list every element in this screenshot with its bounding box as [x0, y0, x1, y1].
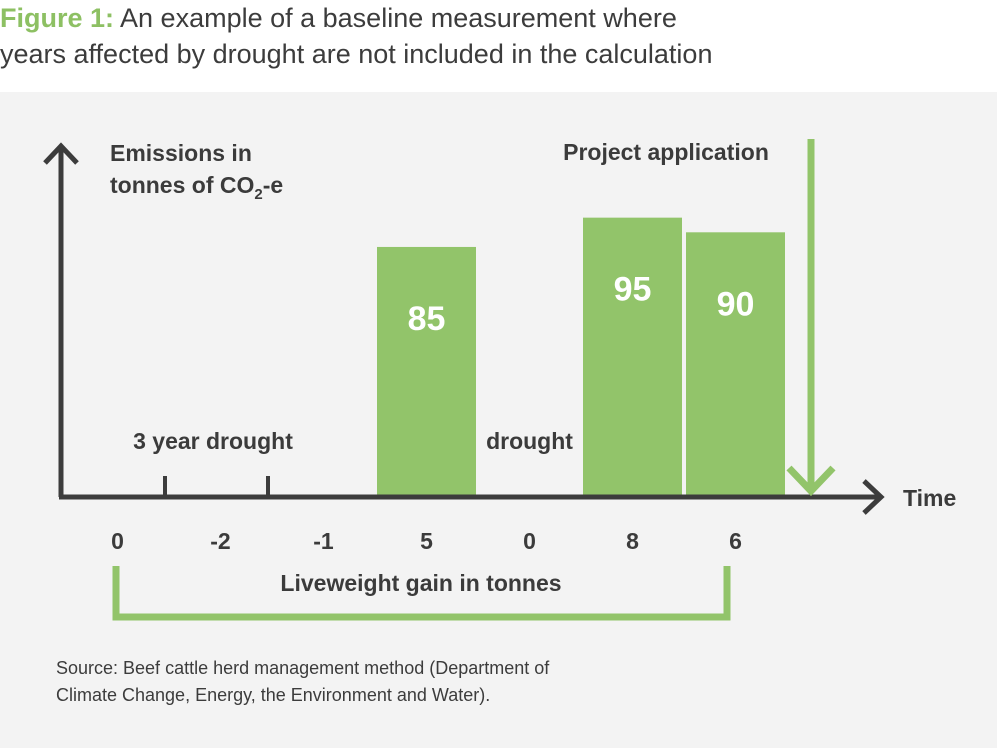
- liveweight-bracket: [112, 566, 731, 621]
- bars-layer: 85 drought 95 90: [377, 217, 785, 497]
- emission-value-label: 95: [614, 271, 652, 309]
- caption-text-2: years affected by drought are not includ…: [0, 39, 713, 69]
- y-axis-arrow: [43, 142, 79, 165]
- liveweight-label: -1: [313, 528, 334, 554]
- x-axis-arrow: [862, 479, 885, 515]
- emission-value-label: 90: [717, 285, 755, 323]
- liveweight-label: 0: [523, 528, 536, 554]
- figure-caption: Figure 1: An example of a baseline measu…: [0, 0, 997, 92]
- emission-bar: [583, 217, 682, 496]
- figure-label: Figure 1:: [0, 3, 115, 33]
- liveweight-labels: 0 -2 -1 5 0 8 6: [111, 528, 742, 554]
- source-line-2: Climate Change, Energy, the Environment …: [56, 685, 491, 705]
- liveweight-label: -2: [210, 528, 230, 554]
- y-axis-title-line-2: tonnes of CO2-e: [110, 172, 283, 203]
- emission-bar: [377, 246, 476, 496]
- drought-label: drought: [486, 428, 573, 454]
- source-note: Source: Beef cattle herd management meth…: [56, 655, 756, 709]
- y-axis-title-line-1: Emissions in: [110, 140, 252, 166]
- caption-text-1: An example of a baseline measurement whe…: [120, 3, 677, 33]
- source-line-1: Source: Beef cattle herd management meth…: [56, 658, 550, 678]
- caption-line-1: Figure 1: An example of a baseline measu…: [0, 0, 997, 36]
- chart-panel: [0, 92, 997, 748]
- x-axis-title: Time: [903, 485, 956, 511]
- project-application-label: Project application: [563, 139, 769, 165]
- project-application-arrowhead: [786, 465, 836, 497]
- emission-value-label: 85: [408, 300, 446, 338]
- drought-range-label: 3 year drought: [133, 428, 293, 454]
- liveweight-label: 8: [626, 528, 639, 554]
- liveweight-label: 5: [420, 528, 433, 554]
- liveweight-bracket-label: Liveweight gain in tonnes: [280, 570, 561, 596]
- liveweight-label: 0: [111, 528, 124, 554]
- emission-bar: [686, 232, 785, 497]
- liveweight-label: 6: [729, 528, 742, 554]
